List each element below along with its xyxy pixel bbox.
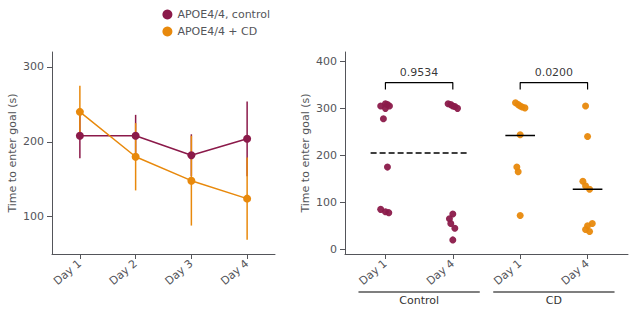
svg-text:APOE4/4, control: APOE4/4, control [177,8,270,21]
svg-text:APOE4/4 + CD: APOE4/4 + CD [177,25,257,38]
svg-text:100: 100 [23,210,44,223]
svg-text:Day 1: Day 1 [357,257,390,288]
svg-text:Day 1: Day 1 [51,257,84,288]
svg-text:Day 4: Day 4 [218,257,251,288]
svg-text:Day 3: Day 3 [163,257,196,288]
svg-text:CD: CD [546,294,562,307]
svg-text:300: 300 [23,60,44,73]
svg-text:Day 4: Day 4 [559,257,592,288]
svg-text:0: 0 [330,243,337,256]
svg-text:400: 400 [316,55,337,68]
svg-text:0.9534: 0.9534 [400,66,439,79]
svg-text:Time to enter goal (s): Time to enter goal (s) [6,93,19,213]
svg-text:Day 2: Day 2 [107,257,140,288]
svg-text:Control: Control [399,294,439,307]
svg-text:100: 100 [316,196,337,209]
svg-text:Day 1: Day 1 [491,257,524,288]
svg-text:0.0200: 0.0200 [535,66,574,79]
svg-text:Time to enter goal (s): Time to enter goal (s) [299,93,312,213]
svg-text:300: 300 [316,102,337,115]
svg-text:200: 200 [316,149,337,162]
svg-text:Day 4: Day 4 [424,257,457,288]
svg-text:200: 200 [23,135,44,148]
